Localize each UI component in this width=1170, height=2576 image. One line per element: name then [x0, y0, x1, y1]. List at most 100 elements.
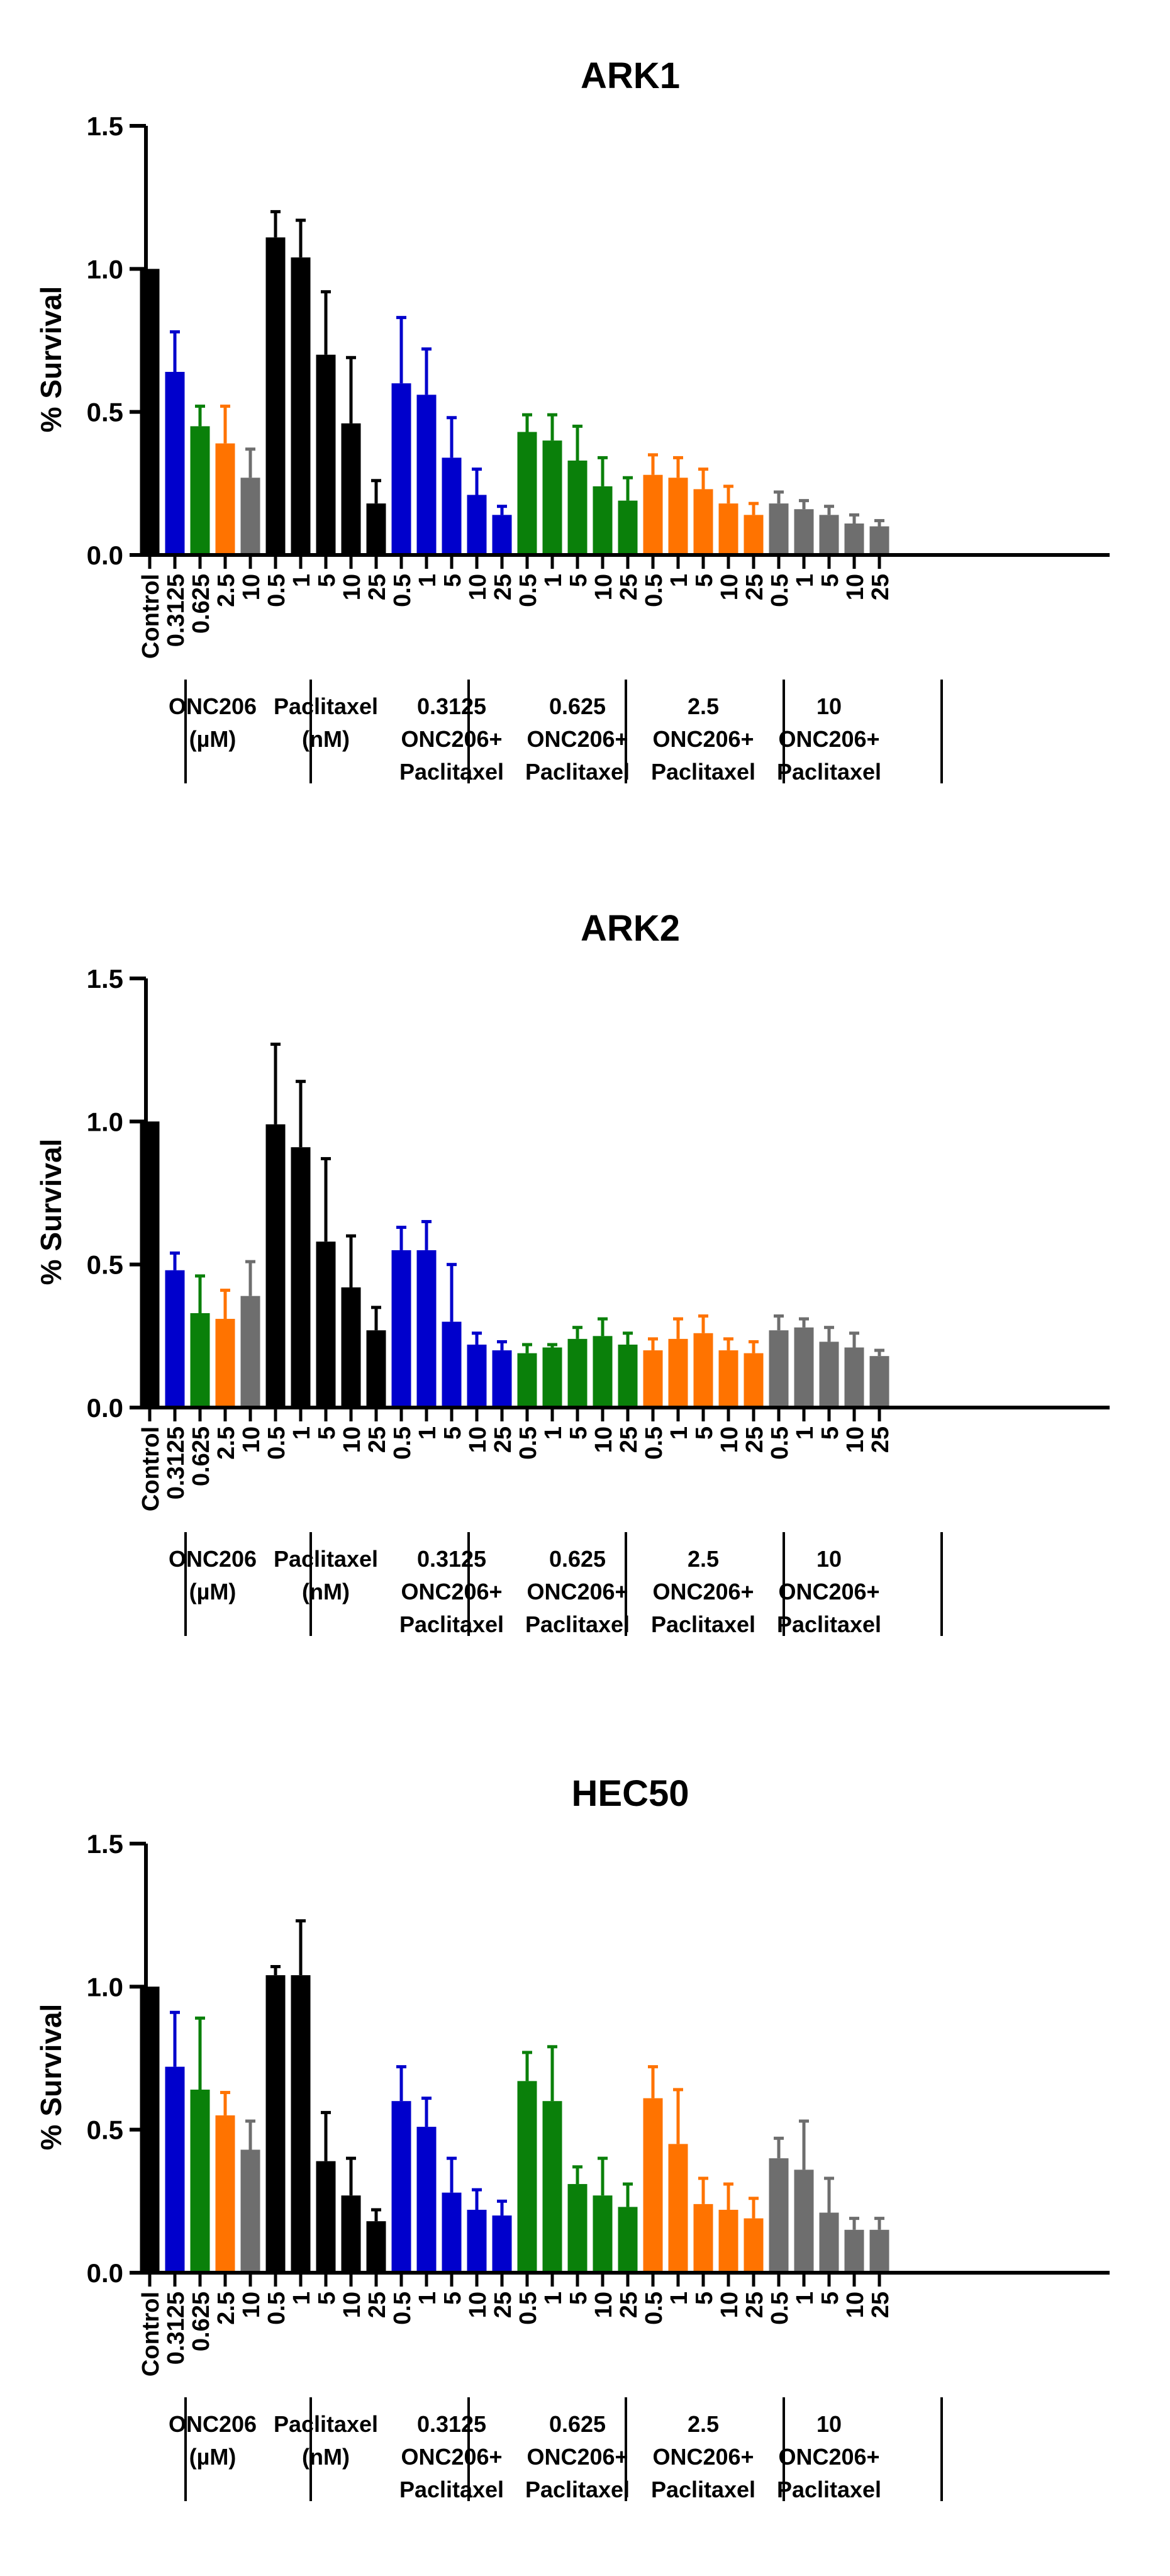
bar: [391, 1250, 411, 1408]
chart-panel-ark1: ARK1% Survival0.00.51.01.5Control0.31250…: [35, 55, 1110, 785]
x-tick-label: 2.5: [213, 574, 240, 607]
x-tick-label: 0.3125: [163, 1426, 189, 1499]
x-tick-label: 1: [415, 2292, 441, 2305]
x-tick-label: 0.5: [515, 2292, 542, 2325]
x-tick-label: 25: [490, 574, 516, 600]
x-tick-label: 0.625: [188, 574, 214, 634]
bar: [769, 1330, 789, 1408]
group-label: Paclitaxel: [777, 1611, 881, 1637]
x-tick-label: 10: [238, 1426, 265, 1453]
y-axis-label: % Survival: [35, 1139, 67, 1285]
group-label: (nM): [302, 726, 350, 752]
x-tick-label: 5: [314, 1426, 340, 1440]
bar: [618, 2207, 638, 2273]
bar: [769, 2158, 789, 2273]
bar: [869, 526, 889, 555]
x-tick-label: 1: [289, 1426, 315, 1440]
y-tick-label: 1.5: [87, 1829, 123, 1859]
x-tick-label: 1: [289, 574, 315, 587]
x-tick-label: 25: [616, 574, 642, 600]
x-tick-label: 25: [490, 1426, 516, 1453]
bar: [643, 1350, 663, 1408]
bar: [693, 489, 713, 555]
group-label: ONC206+: [401, 726, 502, 752]
x-tick-label: 5: [691, 574, 718, 587]
group-label: ONC206+: [526, 726, 628, 752]
group-label: Paclitaxel: [777, 759, 881, 785]
bar: [567, 460, 588, 555]
group-label: (µM): [189, 1579, 237, 1604]
bar: [316, 1241, 336, 1408]
x-tick-label: 25: [742, 574, 768, 600]
x-tick-label: 10: [842, 574, 869, 600]
group-label: 0.3125: [417, 1546, 486, 1572]
x-tick-label: 0.5: [515, 1426, 542, 1460]
x-tick-label: 0.5: [389, 1426, 416, 1460]
x-tick-label: 1: [666, 2292, 693, 2305]
bar: [844, 523, 864, 555]
bar: [391, 2101, 411, 2273]
x-tick-label: 25: [364, 2292, 391, 2318]
bar: [366, 503, 386, 555]
group-label: Paclitaxel: [525, 759, 630, 785]
bar: [366, 2221, 386, 2273]
y-axis-label: % Survival: [35, 2004, 67, 2151]
bar: [215, 1319, 235, 1408]
group-label: ONC206+: [526, 1579, 628, 1604]
bar: [291, 1975, 311, 2273]
bar: [416, 2127, 437, 2273]
bar: [517, 1353, 537, 1408]
x-tick-label: 10: [716, 574, 743, 600]
bar: [291, 1147, 311, 1408]
bar: [165, 1270, 185, 1408]
x-tick-label: 1: [666, 574, 693, 587]
x-tick-label: 5: [314, 2292, 340, 2305]
group-label: 10: [816, 693, 842, 719]
bar: [492, 515, 512, 555]
bar: [618, 1344, 638, 1408]
bar: [215, 2115, 235, 2273]
y-tick-label: 0.5: [87, 398, 123, 427]
group-label: 10: [816, 2411, 842, 2437]
bar: [517, 2081, 537, 2273]
bar: [844, 1347, 864, 1408]
chart-title: HEC50: [572, 1773, 689, 1814]
x-tick-label: 5: [314, 574, 340, 587]
bar: [693, 1333, 713, 1408]
x-tick-label: 25: [616, 1426, 642, 1453]
bar: [718, 2209, 738, 2273]
group-label: 2.5: [688, 693, 719, 719]
y-tick-label: 0.5: [87, 1250, 123, 1280]
group-label: Paclitaxel: [525, 2477, 630, 2502]
group-label: ONC206+: [652, 726, 754, 752]
x-tick-label: 10: [238, 2292, 265, 2318]
x-tick-label: 10: [591, 1426, 617, 1453]
y-tick-label: 1.0: [87, 1972, 123, 2002]
x-tick-label: 10: [842, 2292, 869, 2318]
x-tick-label: 0.5: [641, 1426, 667, 1460]
x-tick-label: 0.625: [188, 2292, 214, 2351]
bar: [819, 2212, 839, 2273]
x-tick-label: 5: [440, 574, 466, 587]
x-tick-label: 0.5: [264, 1426, 290, 1460]
group-label: Paclitaxel: [274, 693, 378, 719]
group-label: (µM): [189, 726, 237, 752]
bar: [643, 474, 663, 555]
x-tick-label: 10: [465, 2292, 491, 2318]
x-tick-label: 0.5: [767, 1426, 793, 1460]
x-tick-label: 5: [817, 2292, 844, 2305]
x-tick-label: 2.5: [213, 1426, 240, 1460]
x-tick-label: 0.5: [641, 2292, 667, 2325]
x-tick-label: 25: [742, 2292, 768, 2318]
chart-panel-ark2: ARK2% Survival0.00.51.01.5Control0.31250…: [35, 908, 1110, 1637]
group-label: ONC206+: [652, 1579, 754, 1604]
x-tick-label: 10: [465, 1426, 491, 1453]
y-tick-label: 0.0: [87, 540, 123, 570]
x-tick-label: 1: [540, 2292, 567, 2305]
x-tick-label: 0.3125: [163, 2292, 189, 2365]
bar: [517, 432, 537, 555]
x-tick-label: 1: [289, 2292, 315, 2305]
bar: [316, 2161, 336, 2273]
bar: [869, 2229, 889, 2273]
